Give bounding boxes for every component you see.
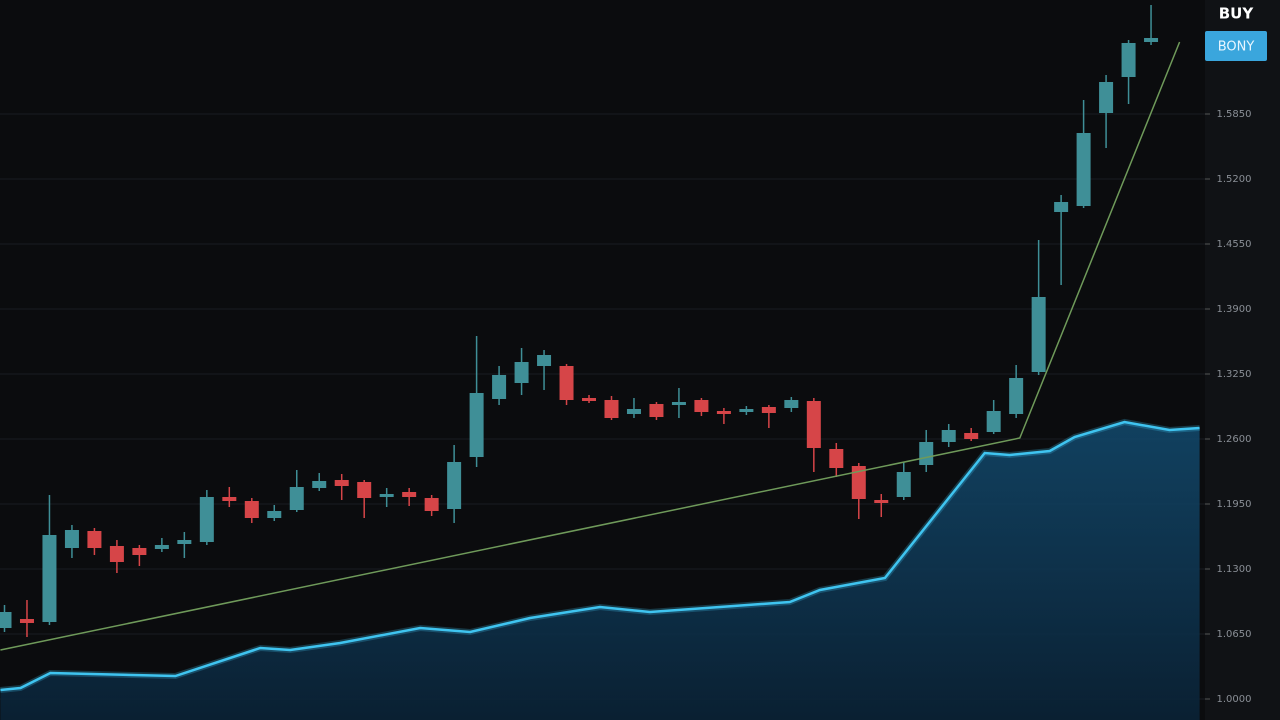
candle-body xyxy=(604,400,619,418)
y-tick-label: 1.3900 xyxy=(1217,304,1252,315)
candle-body xyxy=(964,433,979,439)
candle-body xyxy=(919,442,934,465)
y-tick-label: 1.4550 xyxy=(1217,239,1252,250)
candle-body xyxy=(42,535,57,622)
y-tick-label: 1.3250 xyxy=(1217,369,1252,380)
candle-body xyxy=(806,401,821,448)
candle-body xyxy=(87,531,102,548)
candle-body xyxy=(267,511,282,518)
candle-body xyxy=(1144,38,1159,42)
candle-body xyxy=(64,530,79,548)
candle-body xyxy=(559,366,574,400)
candle-body xyxy=(874,500,889,503)
candle-body xyxy=(177,540,192,544)
candle-body xyxy=(1009,378,1024,414)
y-axis: 1.0000 1.0650 1.1300 1.1950 1.2600 1.3250 1.39… xyxy=(1205,109,1252,705)
y-tick-label: 1.0650 xyxy=(1217,629,1252,640)
areas xyxy=(0,422,1200,720)
candle-body xyxy=(492,375,507,399)
badge-text: BONY xyxy=(1218,40,1255,55)
candle-body xyxy=(312,481,327,488)
y-tick-label: 1.0000 xyxy=(1217,694,1252,705)
candle-body xyxy=(784,400,799,408)
candle-body xyxy=(582,398,597,401)
candle-body xyxy=(469,393,484,457)
candle-body xyxy=(649,404,664,417)
y-tick-label: 1.5850 xyxy=(1217,109,1252,120)
candle-body xyxy=(379,494,394,497)
y-tick-label: 1.2600 xyxy=(1217,434,1252,445)
candle-body xyxy=(1054,202,1069,212)
chart-title: BUY xyxy=(1219,5,1255,23)
axis-panel xyxy=(1205,0,1280,720)
candle-body xyxy=(896,472,911,497)
lines xyxy=(0,41,1200,693)
candle-body xyxy=(199,497,214,542)
candle-body xyxy=(0,612,12,628)
candle-body xyxy=(447,462,462,509)
candle-body xyxy=(402,492,417,497)
candle-body xyxy=(716,411,731,414)
candle-body xyxy=(694,400,709,412)
candle-body xyxy=(941,430,956,442)
candle-body xyxy=(1099,82,1114,113)
candle-body xyxy=(109,546,124,562)
candle-body xyxy=(829,449,844,468)
candle-body xyxy=(132,548,147,555)
candle-body xyxy=(851,466,866,499)
candle-body xyxy=(626,409,641,414)
candle-body xyxy=(537,355,552,366)
candle-body xyxy=(357,482,372,498)
candle-body xyxy=(334,480,349,486)
candle-body xyxy=(761,407,776,413)
badge-box xyxy=(1205,31,1267,61)
candle-body xyxy=(1076,133,1091,206)
candle-body xyxy=(222,497,237,501)
y-tick-label: 1.5200 xyxy=(1217,174,1252,185)
candles xyxy=(0,5,1159,637)
candle-body xyxy=(1121,43,1136,77)
candle-body xyxy=(154,545,169,549)
y-tick-label: 1.1950 xyxy=(1217,499,1252,510)
candle-body xyxy=(244,501,259,518)
candle-body xyxy=(739,409,754,412)
y-tick-label: 1.1300 xyxy=(1217,564,1252,575)
candle-body xyxy=(289,487,304,510)
candle-body xyxy=(986,411,1001,432)
line xyxy=(0,420,1200,692)
area xyxy=(0,422,1200,720)
candle-body xyxy=(424,498,439,511)
candle-body xyxy=(671,402,686,405)
candle-body xyxy=(19,619,34,623)
line xyxy=(0,41,1181,651)
candle-body xyxy=(1031,297,1046,372)
candle-body xyxy=(514,362,529,383)
